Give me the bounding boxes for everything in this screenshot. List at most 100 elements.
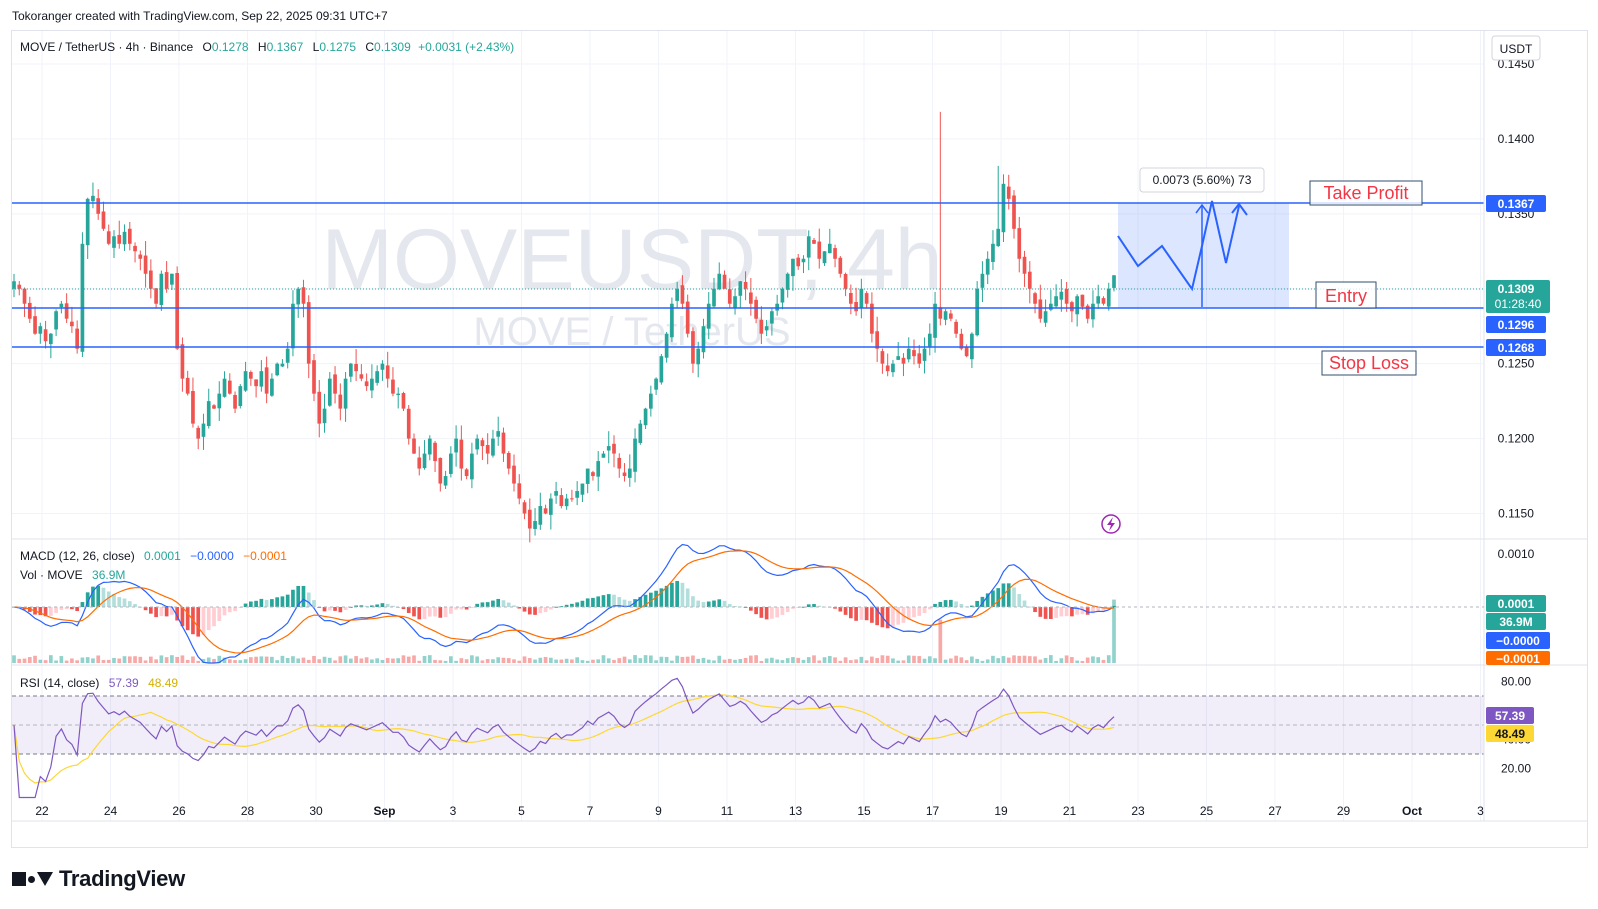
currency-button-box[interactable] bbox=[1491, 35, 1541, 61]
macd-histogram-bar bbox=[675, 580, 679, 607]
candle bbox=[1059, 291, 1064, 300]
macd-histogram-bar bbox=[906, 607, 911, 620]
time-tick-label: 3 bbox=[450, 804, 457, 818]
volume-bar bbox=[91, 658, 95, 663]
candle bbox=[854, 301, 858, 312]
volume-bar bbox=[1064, 655, 1069, 663]
macd-histogram-bar bbox=[580, 600, 585, 607]
rsi-legend-ma: 48.49 bbox=[148, 676, 178, 690]
macd-histogram-bar bbox=[775, 607, 779, 618]
macd-histogram-bar bbox=[180, 607, 185, 627]
volume-bar bbox=[27, 657, 32, 663]
candle bbox=[696, 348, 701, 365]
target-zone[interactable] bbox=[1118, 203, 1289, 308]
take-profit-label: Take Profit bbox=[1323, 183, 1408, 203]
volume-bar bbox=[285, 657, 290, 663]
candle bbox=[143, 255, 148, 274]
candle bbox=[291, 303, 295, 349]
candle bbox=[654, 378, 658, 390]
candle bbox=[96, 198, 101, 214]
candle bbox=[1070, 302, 1074, 312]
volume-bar bbox=[96, 655, 101, 663]
volume-bar bbox=[633, 655, 637, 663]
macd-histogram-bar bbox=[385, 603, 390, 607]
macd-histogram-bar bbox=[54, 607, 58, 613]
volume-bar bbox=[12, 655, 16, 663]
candle bbox=[259, 371, 264, 387]
macd-histogram-bar bbox=[849, 607, 853, 619]
take-profit-label-box[interactable] bbox=[1309, 180, 1423, 206]
volume-bar bbox=[643, 655, 648, 663]
volume-bar bbox=[527, 658, 532, 663]
stop-loss-label-box[interactable] bbox=[1321, 350, 1417, 376]
candle bbox=[1085, 305, 1090, 319]
rsi-tag bbox=[1486, 707, 1534, 724]
candle bbox=[417, 457, 422, 469]
svg-text:MOVE / TetherUS · 4h · Binance: MOVE / TetherUS · 4h · Binance O0.1278 H… bbox=[20, 40, 514, 54]
volume-bar bbox=[327, 657, 332, 663]
candle bbox=[127, 228, 132, 244]
volume-bar bbox=[1091, 656, 1095, 663]
volume-bar bbox=[970, 656, 974, 663]
macd-histogram-bar bbox=[370, 605, 374, 607]
candle bbox=[80, 243, 85, 352]
macd-histogram-bar bbox=[922, 607, 927, 613]
candles bbox=[12, 111, 1116, 543]
candle bbox=[564, 498, 569, 507]
macd-histogram-bar bbox=[1096, 607, 1101, 612]
chart-canvas[interactable]: MOVEUSDT, 4h MOVE / TetherUS 0.0073 (5.6… bbox=[12, 31, 1587, 847]
currency-button[interactable]: USDT bbox=[1500, 42, 1533, 56]
candle bbox=[470, 453, 474, 480]
macd-histogram-bar bbox=[391, 605, 395, 607]
volume-bar bbox=[49, 655, 53, 663]
candle bbox=[475, 438, 479, 450]
macd-histogram-bar bbox=[554, 606, 558, 608]
volume-bar bbox=[606, 658, 611, 663]
volume-bar bbox=[843, 657, 848, 663]
volume-bar bbox=[101, 659, 106, 663]
macd-histogram-bar bbox=[149, 607, 153, 614]
volume-bar bbox=[570, 659, 574, 663]
macd-histogram-bar bbox=[301, 585, 306, 607]
volume-bar bbox=[491, 659, 495, 663]
candle bbox=[391, 379, 395, 394]
volume-bar bbox=[149, 656, 153, 663]
volume-bar bbox=[864, 660, 869, 663]
volume-bar bbox=[638, 658, 643, 663]
volume-bar bbox=[1106, 655, 1111, 663]
signal-tag bbox=[1486, 651, 1550, 665]
volume-bar bbox=[664, 656, 669, 663]
volume-bar bbox=[980, 660, 985, 663]
volume-bar bbox=[1112, 599, 1116, 663]
candle bbox=[706, 303, 711, 329]
measure-label: 0.0073 (5.60%) 73 bbox=[1153, 173, 1252, 187]
macd-histogram-bar bbox=[327, 607, 332, 611]
rsi-tag-text: 57.39 bbox=[1495, 709, 1525, 723]
legend-symbol: MOVE / TetherUS · 4h · Binance bbox=[20, 40, 194, 54]
candle bbox=[701, 326, 706, 353]
volume-bar bbox=[243, 659, 248, 663]
svg-text:RSI (14, close) 57.39: RSI (14, close) 57.39 48.49 bbox=[20, 676, 178, 690]
macd-histogram-bar bbox=[401, 607, 406, 610]
macd-histogram-bar bbox=[1049, 607, 1053, 619]
candle bbox=[206, 401, 211, 427]
macd-histogram-bar bbox=[933, 603, 937, 607]
projection-path[interactable] bbox=[1117, 200, 1240, 292]
volume-bar bbox=[1054, 660, 1058, 663]
volume-bar bbox=[112, 657, 116, 663]
candle bbox=[901, 357, 906, 364]
volume-bar bbox=[775, 659, 779, 663]
tradingview-logo[interactable]: TradingView bbox=[12, 866, 185, 892]
macd-histogram-bar bbox=[80, 602, 85, 607]
time-tick-label: 13 bbox=[789, 804, 803, 818]
macd-histogram-bar bbox=[912, 607, 916, 618]
macd-histogram-bar bbox=[422, 607, 427, 619]
entry-price-text: 0.1296 bbox=[1498, 318, 1535, 332]
macd-histogram-bar bbox=[264, 599, 269, 607]
volume-bar bbox=[1027, 656, 1032, 663]
entry-label-box[interactable] bbox=[1315, 281, 1377, 309]
volume-bar bbox=[964, 660, 969, 663]
last-price-text: 0.1309 bbox=[1498, 282, 1535, 296]
candle bbox=[817, 241, 822, 259]
volume-bar bbox=[659, 656, 664, 663]
